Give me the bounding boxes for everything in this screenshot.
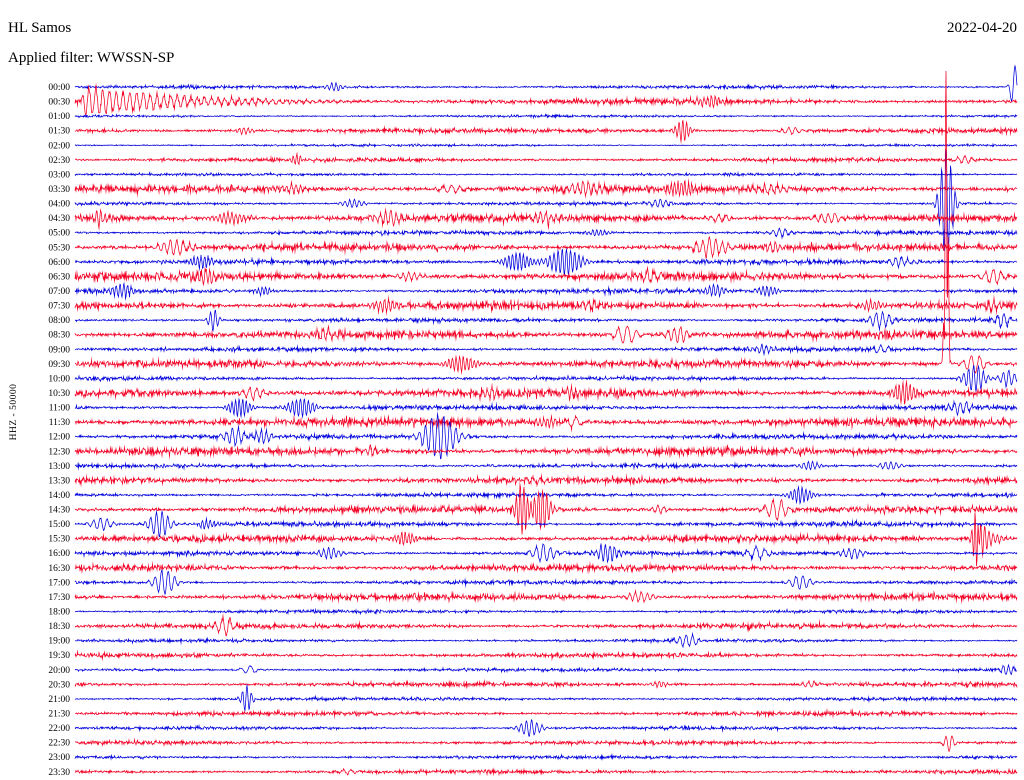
y-axis-label: HHZ - 50000	[9, 383, 19, 441]
filter-label: Applied filter: WWSSN-SP	[8, 50, 175, 66]
station-title: HL Samos	[8, 20, 72, 36]
date-label: 2022-04-20	[947, 20, 1017, 36]
